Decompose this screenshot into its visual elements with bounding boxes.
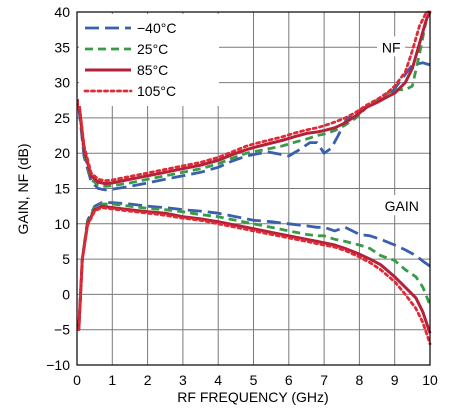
series-line-gain [77,204,432,334]
y-tick-label: 15 [54,181,70,197]
x-tick-label: 1 [108,372,116,388]
series-line-nf [77,10,432,183]
y-tick-label: 40 [54,4,70,20]
x-tick-label: 4 [214,372,222,388]
annotation-label: NF [382,39,401,55]
series-layer [77,10,432,346]
plot-frame [76,11,431,366]
x-axis-title: RF FREQUENCY (GHz) [177,389,328,405]
series-line-nf [77,11,432,186]
y-axis-title: GAIN, NF (dB) [15,143,31,234]
x-tick-label: 3 [179,372,187,388]
x-tick-label: 2 [144,372,152,388]
y-tick-label: 30 [54,75,70,91]
series-line-nf [77,11,432,188]
series-line-gain [77,202,432,330]
x-tick-label: 5 [250,372,258,388]
x-tick-label: 9 [391,372,399,388]
annotation-background [378,195,425,216]
legend-label: 25°C [137,41,168,57]
y-tick-label: 10 [54,216,70,232]
y-tick-label: 35 [54,39,70,55]
x-axis-ticks: 0 1 2 3 4 5 6 7 8 9 10 [73,372,438,388]
grid [77,12,430,365]
x-tick-label: 10 [422,372,438,388]
legend-label: 105°C [137,83,176,99]
y-tick-label: 0 [62,286,70,302]
annotation-background [377,36,406,57]
legend-label: 85°C [137,62,168,78]
y-tick-label: −10 [46,357,70,373]
x-tick-label: 7 [320,372,328,388]
y-tick-label: 25 [54,110,70,126]
x-tick-label: 0 [73,372,81,388]
legend-label: −40°C [137,20,176,36]
x-tick-label: 6 [285,372,293,388]
y-axis-ticks: −10 −5 0 5 10 15 20 25 30 35 40 [46,4,70,373]
legend: −40°C 25°C 85°C 105°C [79,14,219,106]
x-tick-label: 8 [356,372,364,388]
annotations: NF GAIN [377,36,425,216]
series-line-gain [77,206,432,346]
series-line-gain [77,201,431,330]
y-tick-label: 5 [62,251,70,267]
y-tick-label: 20 [54,145,70,161]
y-tick-label: −5 [54,322,70,338]
annotation-label: GAIN [385,198,419,214]
